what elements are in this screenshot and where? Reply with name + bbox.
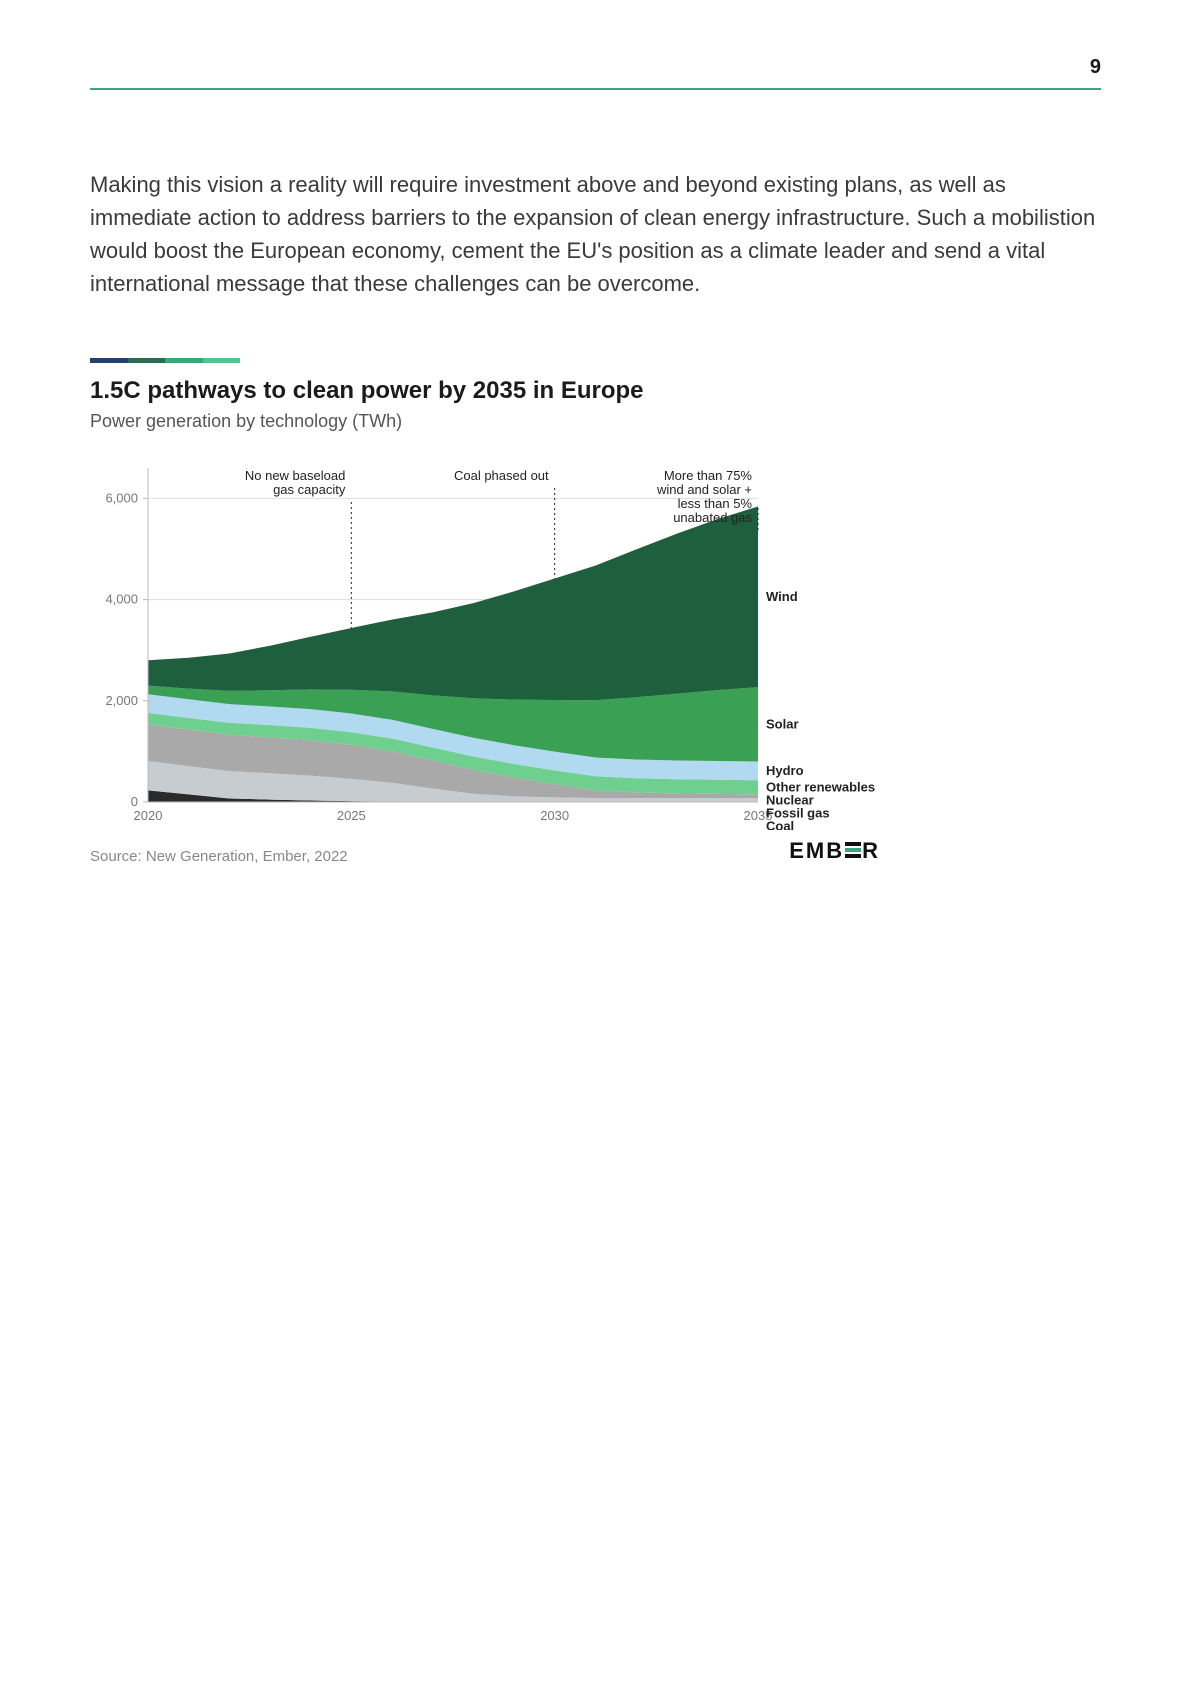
ember-logo: EMBR [789, 838, 880, 864]
svg-text:wind and solar +: wind and solar + [656, 482, 752, 497]
svg-text:More than 75%: More than 75% [664, 468, 753, 483]
svg-text:Solar: Solar [766, 716, 799, 731]
svg-text:2025: 2025 [337, 808, 366, 823]
body-paragraph: Making this vision a reality will requir… [90, 168, 1101, 300]
svg-text:6,000: 6,000 [105, 490, 138, 505]
svg-text:Other renewables: Other renewables [766, 779, 875, 794]
svg-text:less than 5%: less than 5% [678, 496, 753, 511]
svg-text:0: 0 [131, 794, 138, 809]
svg-text:Wind: Wind [766, 589, 798, 604]
page-number: 9 [1090, 56, 1101, 79]
chart-block: 1.5C pathways to clean power by 2035 in … [90, 358, 880, 865]
svg-text:Nuclear: Nuclear [766, 792, 814, 807]
chart-subtitle: Power generation by technology (TWh) [90, 411, 880, 432]
svg-text:2,000: 2,000 [105, 693, 138, 708]
area-chart-svg: 02,0004,0006,0002020202520302035No new b… [90, 460, 880, 830]
svg-text:Coal phased out: Coal phased out [454, 468, 549, 483]
chart-plot: 02,0004,0006,0002020202520302035No new b… [90, 460, 880, 830]
svg-text:2020: 2020 [134, 808, 163, 823]
accent-bar [90, 358, 240, 363]
svg-text:4,000: 4,000 [105, 592, 138, 607]
svg-text:Fossil gas: Fossil gas [766, 805, 830, 820]
svg-text:Hydro: Hydro [766, 763, 804, 778]
chart-source: Source: New Generation, Ember, 2022 [90, 848, 880, 865]
chart-title: 1.5C pathways to clean power by 2035 in … [90, 377, 880, 405]
svg-text:gas capacity: gas capacity [273, 482, 346, 497]
svg-text:unabated gas: unabated gas [673, 510, 752, 525]
top-rule [90, 88, 1101, 90]
svg-text:2030: 2030 [540, 808, 569, 823]
svg-text:No new baseload: No new baseload [245, 468, 345, 483]
